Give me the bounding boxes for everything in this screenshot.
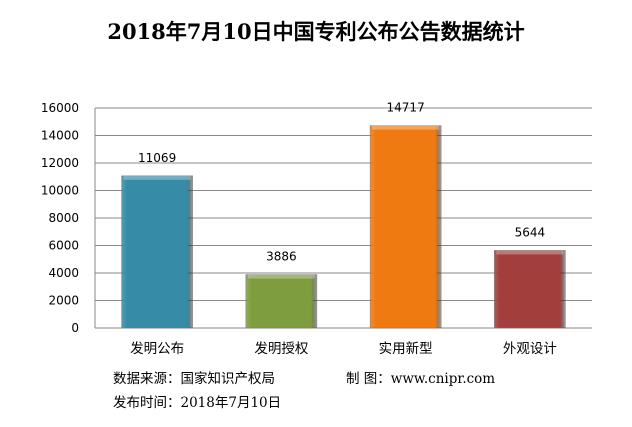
bar-3 [369,125,442,329]
y-tick-label: 16000 [41,101,79,115]
y-tick-label: 2000 [48,294,79,308]
y-tick-label: 4000 [48,266,79,280]
x-tick-label: 发明授权 [254,340,308,357]
x-tick-label: 实用新型 [379,341,433,357]
x-tick-label: 外观设计 [503,341,557,357]
bar-highlight [123,175,191,180]
y-tick-label: 12000 [41,156,79,170]
data-label: 5644 [515,225,546,239]
bar-4 [494,250,566,329]
data-label: 11069 [138,151,176,165]
bar-highlight [496,250,564,255]
data-source: 数据来源：国家知识产权局 [113,371,275,387]
data-label: 3886 [266,250,297,264]
x-tick-label: 发明公布 [130,341,184,357]
chart-title: 2018年7月10日中国专利公布公告数据统计 [107,19,525,44]
bar-2 [245,274,318,329]
publish-date: 发布时间：2018年7月10日 [113,395,282,411]
y-tick-label: 14000 [41,129,79,143]
bar-highlight [247,274,315,279]
y-tick-label: 10000 [41,184,79,198]
y-tick-label: 0 [71,321,79,335]
chart-maker: 制 图：www.cnipr.com [346,371,496,387]
bar-1 [121,175,193,329]
data-label: 14717 [387,101,425,115]
bar-highlight [372,125,440,130]
y-tick-label: 6000 [48,239,79,253]
y-tick-label: 8000 [48,211,79,225]
